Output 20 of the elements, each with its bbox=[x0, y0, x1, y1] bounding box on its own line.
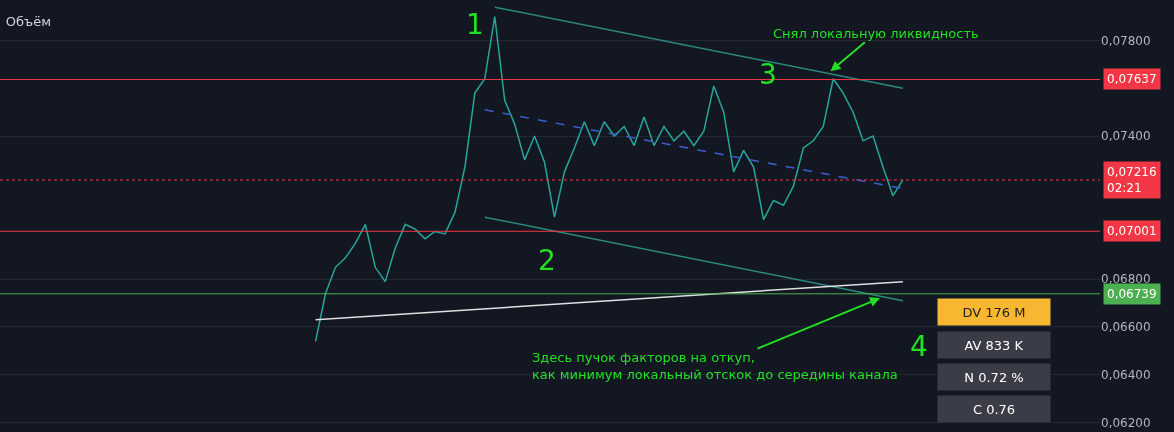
ref-line-label: 0,07216 02:21 bbox=[1107, 165, 1157, 195]
text: C 0.76 bbox=[972, 401, 1016, 417]
text: AV 833 K bbox=[964, 337, 1024, 353]
ref-line-label: 0,07001 bbox=[1107, 224, 1157, 238]
y-tick-label: 0,06800 bbox=[1101, 272, 1151, 287]
text: 4 bbox=[910, 330, 928, 363]
y-tick-label: 0,06400 bbox=[1101, 367, 1151, 382]
annotation: Здесь пучок факторов на откуп, как минимум локальный отскок до середины канала bbox=[532, 350, 898, 382]
y-tick-label: 0,06600 bbox=[1101, 320, 1151, 335]
ref-line-label: 0,06739 bbox=[1107, 287, 1157, 301]
annotation: 1 bbox=[466, 8, 484, 41]
y-tick-label: 0,06200 bbox=[1101, 415, 1151, 430]
annotation: 2 bbox=[538, 244, 556, 277]
y-tick-label: 0,07800 bbox=[1101, 33, 1151, 48]
annotation: Снял локальную ликвидность bbox=[773, 26, 979, 41]
ref-line-label: 0,07637 bbox=[1107, 72, 1157, 86]
text: Объём bbox=[5, 14, 52, 30]
text: N 0.72 % bbox=[964, 369, 1024, 385]
y-tick-label: 0,07400 bbox=[1101, 129, 1151, 144]
text: DV 176 M bbox=[962, 304, 1026, 320]
